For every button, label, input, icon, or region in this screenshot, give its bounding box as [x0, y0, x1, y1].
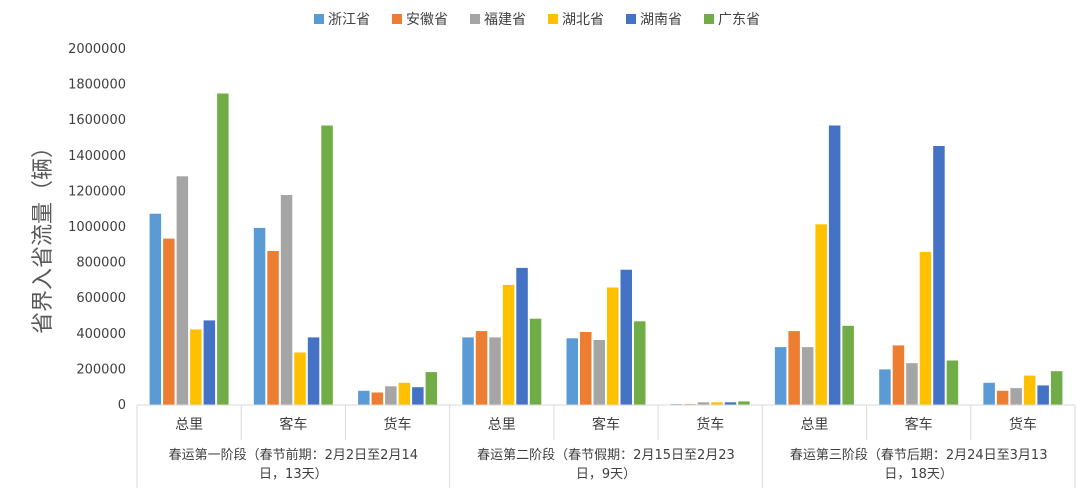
- bar: [1037, 385, 1049, 405]
- group-label-line2: 日，18天）: [884, 467, 953, 482]
- bar: [489, 337, 501, 405]
- bar: [620, 269, 632, 405]
- bar: [828, 125, 841, 405]
- y-tick-label: 0: [118, 398, 126, 413]
- bar: [1023, 375, 1036, 405]
- legend-label: 安徽省: [406, 12, 448, 28]
- group-label: 春运第一阶段（春节前期：2月2日至2月14: [169, 447, 418, 463]
- legend-label: 湖南省: [640, 12, 682, 28]
- legend-swatch: [470, 14, 480, 24]
- bar: [280, 195, 293, 405]
- bar: [412, 387, 424, 405]
- bar: [529, 318, 542, 405]
- legend-swatch: [314, 14, 324, 24]
- bar: [203, 320, 216, 405]
- bar: [398, 382, 411, 406]
- bar: [724, 402, 737, 405]
- x-tick-label: 客车: [592, 416, 620, 433]
- bar: [801, 347, 814, 405]
- group-label: 春运第三阶段（春节后期：2月24日至3月13: [790, 448, 1048, 463]
- bar: [788, 331, 800, 405]
- x-tick-label: 总里: [488, 417, 516, 433]
- bar: [385, 386, 397, 405]
- y-tick-label: 2000000: [68, 42, 126, 57]
- bar: [475, 331, 488, 405]
- bar: [307, 337, 320, 405]
- x-tick-label: 总里: [800, 417, 828, 433]
- x-tick-label: 客车: [279, 416, 307, 433]
- bar: [607, 287, 619, 405]
- y-tick-label: 1600000: [68, 113, 126, 128]
- bar: [217, 93, 229, 405]
- bar: [358, 390, 370, 405]
- bar: [983, 382, 995, 406]
- y-tick-label: 800000: [76, 256, 126, 271]
- legend-label: 广东省: [718, 12, 760, 28]
- bars: [149, 93, 1063, 406]
- bar: [516, 267, 528, 405]
- bar: [593, 340, 605, 405]
- legend: 浙江省 安徽省 福建省 湖北省 湖南省 广东省: [314, 12, 760, 28]
- bar: [738, 401, 750, 405]
- x-tick-label: 货车: [384, 416, 412, 433]
- bar: [919, 251, 932, 405]
- bar: [163, 238, 175, 405]
- x-tick-label: 客车: [905, 416, 933, 433]
- legend-swatch: [392, 14, 402, 24]
- bar: [697, 402, 710, 405]
- bar: [462, 337, 474, 405]
- group-label-line2: 日，13天）: [259, 467, 328, 482]
- legend-swatch: [704, 14, 714, 24]
- legend-label: 湖北省: [562, 12, 604, 28]
- group-label: 春运第二阶段（春节假期：2月15日至2月23: [477, 448, 735, 463]
- y-tick-label: 1200000: [68, 184, 126, 199]
- bar: [371, 392, 384, 405]
- bar: [149, 213, 162, 405]
- legend-label: 浙江省: [328, 12, 370, 28]
- bar: [946, 360, 959, 405]
- bar: [879, 369, 891, 405]
- bar: [842, 325, 854, 405]
- bar: [566, 338, 578, 406]
- legend-swatch: [548, 14, 558, 24]
- bar: [711, 402, 723, 405]
- x-tick-label: 总里: [175, 417, 203, 433]
- y-tick-label: 1800000: [68, 78, 126, 93]
- bar: [321, 125, 333, 405]
- y-tick-label: 400000: [76, 327, 126, 342]
- legend-swatch: [626, 14, 636, 24]
- y-axis-label: 省界入省流量（辆）: [31, 136, 56, 334]
- x-tick-label: 货车: [1009, 416, 1037, 433]
- bar: [933, 146, 945, 405]
- bar: [815, 224, 827, 405]
- bar: [906, 363, 918, 405]
- bar: [774, 347, 787, 405]
- bar: [1050, 371, 1063, 405]
- bar: [892, 345, 905, 405]
- bar: [580, 332, 592, 405]
- bar: [294, 352, 306, 405]
- x-tick-label: 货车: [696, 416, 724, 433]
- bar: [502, 284, 515, 405]
- y-tick-label: 1000000: [68, 220, 126, 235]
- y-tick-label: 1400000: [68, 149, 126, 164]
- y-axis: 0 200000 400000 600000 800000 1000000 1200000 1…: [68, 42, 126, 413]
- bar: [267, 251, 279, 405]
- bar: [634, 321, 646, 405]
- bar: [996, 390, 1009, 405]
- bar: [1010, 388, 1022, 405]
- bar: [190, 329, 202, 405]
- group-label-line2: 日，9天）: [576, 467, 636, 482]
- y-tick-label: 600000: [76, 291, 126, 306]
- y-tick-label: 200000: [76, 362, 126, 377]
- bar: [425, 372, 438, 405]
- bar: [176, 176, 189, 405]
- bar: [253, 227, 266, 405]
- legend-label: 福建省: [484, 12, 526, 28]
